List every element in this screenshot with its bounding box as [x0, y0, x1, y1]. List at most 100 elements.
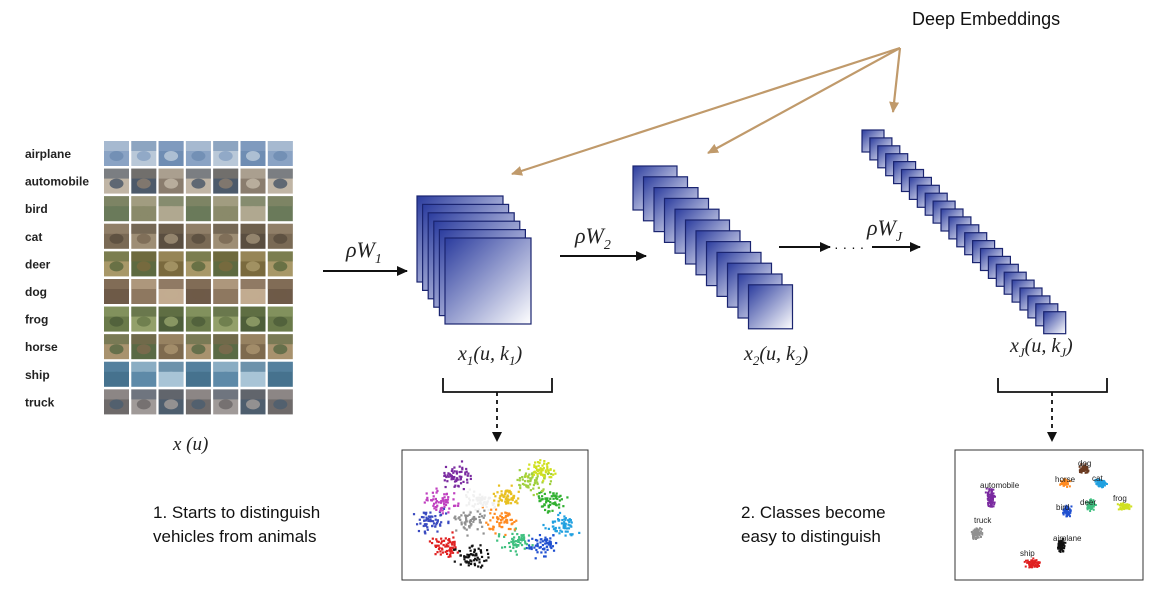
class-label-cat: cat [25, 230, 42, 244]
embedding-1-point [544, 542, 547, 545]
embedding-j-point [1060, 543, 1063, 546]
embedding-j-point [1087, 506, 1090, 509]
embedding-1-point [468, 512, 472, 515]
embedding-1-point [515, 499, 518, 502]
embedding-j-point [986, 493, 989, 496]
embedding-1-point [434, 497, 437, 501]
embedding-j-point [1069, 509, 1072, 512]
embedding-1-point [550, 495, 553, 498]
embedding-j-point [1058, 543, 1061, 546]
embedding-1-point [479, 566, 483, 569]
embedding-1-point [445, 549, 449, 553]
embedding-1-point [473, 490, 476, 493]
embedding-j-point [1099, 481, 1102, 484]
embedding-1-point [479, 549, 482, 552]
embedding-j-point [1028, 562, 1031, 565]
embedding-j-point [985, 487, 988, 490]
image-cat-7 [267, 223, 293, 249]
embedding-1-point [487, 497, 490, 500]
embedding-j-point [1121, 506, 1124, 509]
image-deer-6 [240, 251, 266, 277]
embedding-1-point [454, 548, 457, 551]
embedding-1-point [463, 558, 466, 561]
embedding-1-point [552, 494, 555, 497]
embedding-1-point [554, 527, 557, 530]
embedding-1-point [454, 546, 457, 549]
embedding-j-point [1092, 505, 1095, 508]
embedding-1-point [533, 465, 536, 469]
embedding-1-point [449, 555, 452, 558]
embedding-1-point [515, 519, 518, 522]
embedding-1-point [465, 556, 468, 559]
embedding-j-point [1057, 542, 1060, 545]
image-airplane-6 [240, 141, 266, 166]
embedding-1-point [557, 519, 560, 522]
embedding-j-point [991, 493, 994, 496]
embedding-j-point [1125, 503, 1128, 506]
embedding-1-point [543, 548, 546, 551]
image-horse-6 [240, 334, 266, 360]
embedding-1-point [552, 473, 555, 476]
embedding-1-point [452, 471, 455, 474]
embedding-1-point [543, 460, 546, 463]
embedding-1-point [555, 492, 558, 495]
embedding-1-point [498, 522, 501, 525]
embedding-1-point [436, 519, 439, 522]
embedding-1-point [554, 497, 557, 500]
embedding-1-point [531, 537, 534, 540]
embedding-1-point [436, 551, 439, 554]
embedding-1-point [500, 490, 503, 493]
embedding-1-point [428, 515, 431, 519]
embedding-1-point [521, 482, 525, 486]
embedding-label-deer: deer [1080, 498, 1096, 507]
embedding-1-point [485, 559, 488, 562]
embedding-1-point [444, 501, 448, 504]
embedding-1-point [525, 484, 528, 487]
embedding-1-point [472, 520, 475, 523]
class-label-bird: bird [25, 202, 48, 216]
embedding-1-point [567, 523, 570, 526]
embedding-1-point [491, 501, 494, 505]
image-truck-6 [240, 389, 266, 415]
embedding-j-point [990, 488, 993, 491]
embedding-j-point [1038, 562, 1041, 565]
embedding-j-point [1088, 507, 1091, 510]
embedding-1-point [449, 475, 452, 478]
image-ship-4 [185, 361, 211, 387]
embedding-1-point [510, 497, 513, 500]
embedding-1-point [460, 475, 463, 478]
embedding-1-point [448, 507, 451, 510]
image-cat-5 [213, 223, 239, 249]
embedding-1-point [455, 479, 458, 483]
embedding-1-point [476, 510, 479, 513]
embedding-1-point [448, 537, 451, 541]
embedding-1-point [451, 475, 454, 479]
image-frog-5 [213, 306, 239, 332]
caption-first-line-2: vehicles from animals [153, 527, 316, 546]
embedding-j-point [987, 503, 990, 506]
embedding-1-point [500, 493, 503, 496]
embedding-1-point [570, 521, 573, 524]
embedding-j-point [1068, 513, 1071, 516]
image-airplane-1 [104, 141, 129, 166]
embedding-1-point [441, 509, 444, 512]
embedding-1-point [445, 545, 448, 548]
embedding-j-point [973, 528, 976, 531]
embedding-j-point [1123, 505, 1126, 508]
embedding-1-point [553, 502, 556, 505]
embedding-j-point [1083, 468, 1086, 471]
embedding-1-point [497, 535, 501, 538]
embedding-1-point [430, 541, 434, 545]
embedding-1-point [525, 475, 528, 478]
embedding-1-point [432, 495, 435, 498]
embedding-j-point [1098, 482, 1101, 485]
embedding-j-point [1068, 515, 1071, 518]
embedding-j-point [1034, 563, 1037, 566]
embedding-1-point [532, 471, 535, 474]
embedding-1-point [513, 520, 516, 524]
embedding-1-point [472, 559, 476, 562]
embedding-1-point [557, 513, 560, 517]
embedding-1-point [433, 507, 436, 510]
embedding-1-point [497, 500, 500, 503]
embedding-1-point [523, 547, 526, 550]
